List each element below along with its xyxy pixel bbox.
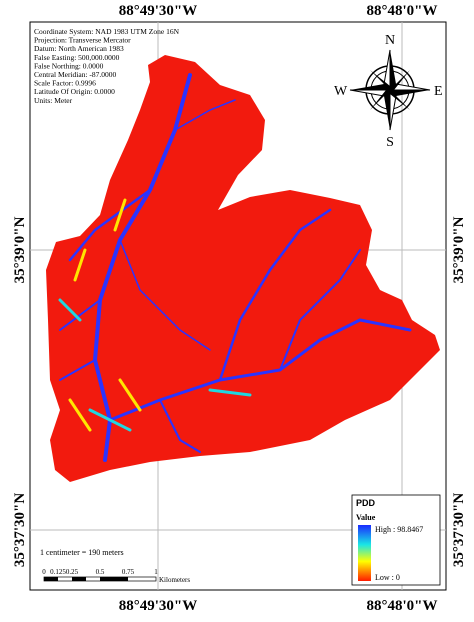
scale-label: 0.25 xyxy=(66,568,79,576)
info-line: Coordinate System: NAD 1983 UTM Zone 16N xyxy=(34,27,180,36)
streams xyxy=(58,73,412,462)
legend-title: PDD xyxy=(356,498,376,508)
watershed xyxy=(46,55,440,482)
legend-low: Low : 0 xyxy=(375,573,400,582)
scale-text: 1 centimeter = 190 meters xyxy=(40,548,124,557)
legend-high: High : 98.8467 xyxy=(375,525,423,534)
compass-s: S xyxy=(386,135,394,150)
projection-info: Coordinate System: NAD 1983 UTM Zone 16N… xyxy=(34,27,180,105)
lat-label: 35°37'30"N xyxy=(451,493,467,567)
compass-e: E xyxy=(434,84,443,99)
info-line: Central Meridian: -87.0000 xyxy=(34,70,117,79)
compass: N S E W xyxy=(334,33,443,150)
lat-label: 35°39'0"N xyxy=(12,216,28,283)
lon-label: 88°48'0"W xyxy=(367,3,438,19)
legend: PDD Value High : 98.8467 Low : 0 xyxy=(351,494,441,586)
legend-subtitle: Value xyxy=(356,513,376,522)
info-line: False Easting: 500,000.0000 xyxy=(34,53,120,62)
compass-n: N xyxy=(385,33,395,48)
lon-label: 88°49'30"W xyxy=(119,3,198,19)
scale-label: 0.125 xyxy=(50,568,66,576)
info-line: Projection: Transverse Mercator xyxy=(34,36,131,45)
info-line: Datum: North American 1983 xyxy=(34,44,124,53)
lat-label: 35°39'0"N xyxy=(451,216,467,283)
scale-label: 1 xyxy=(154,568,158,576)
lon-label: 88°49'30"W xyxy=(119,598,198,614)
info-line: Units: Meter xyxy=(34,96,73,105)
scale-label: 0 xyxy=(42,568,46,576)
scale-unit: Kilometers xyxy=(159,576,190,584)
color-ramp xyxy=(358,525,371,581)
info-line: False Northing: 0.0000 xyxy=(34,61,104,70)
compass-w: W xyxy=(334,84,348,99)
info-line: Scale Factor: 0.9996 xyxy=(34,79,96,88)
scale-label: 0.75 xyxy=(122,568,135,576)
lon-label: 88°48'0"W xyxy=(367,598,438,614)
scale-label: 0.5 xyxy=(96,568,105,576)
lat-label: 35°37'30"N xyxy=(12,493,28,567)
scale: 1 centimeter = 190 meters 0 0.125 0.25 0… xyxy=(40,548,190,584)
info-line: Latitude Of Origin: 0.0000 xyxy=(34,87,115,96)
